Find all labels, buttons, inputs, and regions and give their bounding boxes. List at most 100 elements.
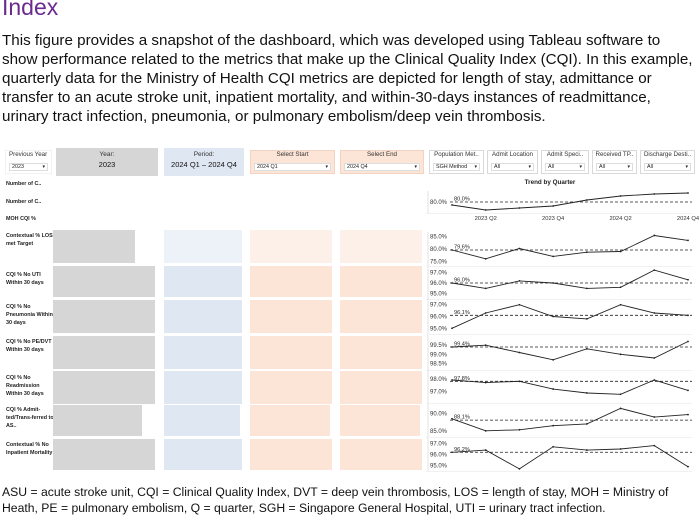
- bar-year-asu: [53, 405, 142, 436]
- page-title: Index: [2, 0, 59, 20]
- admit-specialty-filter[interactable]: Admit Speci.. All ▾: [541, 150, 589, 174]
- series-line-moh: [451, 192, 689, 211]
- y-tick-label-asu: 85.0%: [430, 429, 448, 435]
- y-tick-label-pneu: 96.0%: [430, 315, 448, 321]
- series-point-pneu: [619, 303, 622, 306]
- bar-year-readm: [53, 371, 155, 404]
- series-point-readm: [585, 392, 588, 394]
- population-value: SGH Method: [436, 164, 468, 170]
- chevron-down-icon: ▾: [42, 164, 45, 170]
- select-end-select[interactable]: 2024 Q4 ▾: [344, 163, 420, 171]
- select-start-select[interactable]: 2024 Q1 ▾: [254, 163, 331, 171]
- x-tick-label: 2023 Q2: [475, 216, 497, 222]
- select-end-filter[interactable]: Select End 2024 Q4 ▾: [340, 150, 424, 174]
- series-point-mort: [687, 465, 689, 468]
- series-point-moh: [518, 207, 521, 209]
- series-point-moh: [484, 209, 487, 211]
- admit-location-label: Admit Location: [492, 151, 533, 158]
- bar-end-asu: [340, 405, 420, 436]
- series-point-asu: [451, 417, 453, 420]
- series-point-readm: [653, 379, 656, 381]
- series-point-uti: [451, 282, 453, 284]
- series-point-uti: [619, 286, 622, 289]
- admit-specialty-label: Admit Speci..: [546, 151, 584, 158]
- select-start-label: Select Start: [276, 151, 309, 158]
- select-end-label: Select End: [367, 151, 397, 158]
- y-tick-label-readm: 97.0%: [430, 390, 448, 396]
- previous-year-select[interactable]: 2023 ▾: [9, 163, 48, 171]
- series-point-pneu: [484, 312, 487, 314]
- reference-label-los: 79.6%: [454, 244, 470, 250]
- bar-period-asu: [164, 405, 240, 436]
- series-point-asu: [687, 413, 689, 416]
- y-tick-label-pneu: 95.0%: [430, 326, 448, 332]
- series-point-moh: [585, 199, 588, 201]
- population-select[interactable]: SGH Method ▾: [433, 163, 480, 171]
- series-point-uti: [585, 287, 588, 290]
- previous-year-filter[interactable]: Previous Year 2023 ▾: [5, 150, 52, 174]
- series-line-los: [451, 235, 689, 260]
- received-tp-select[interactable]: All ▾: [596, 163, 633, 171]
- select-start-filter[interactable]: Select Start 2024 Q1 ▾: [250, 150, 335, 174]
- series-line-mort: [451, 445, 689, 470]
- series-point-pe: [451, 346, 453, 348]
- bar-period-readm: [164, 371, 242, 404]
- series-point-asu: [484, 429, 487, 432]
- chevron-down-icon: ▾: [685, 164, 688, 170]
- bar-year-uti: [53, 266, 155, 297]
- chevron-down-icon: ▾: [474, 164, 477, 170]
- x-tick-label: 2024 Q2: [609, 216, 631, 222]
- admit-location-select[interactable]: All ▾: [491, 163, 534, 171]
- received-tp-filter[interactable]: Received TP.. All ▾: [592, 150, 637, 174]
- y-tick-label-readm: 98.0%: [430, 377, 448, 383]
- y-tick-label-pe: 99.0%: [430, 352, 448, 358]
- bar-period-pneu: [164, 300, 242, 333]
- series-point-pe: [653, 357, 656, 359]
- discharge-dest-label: Discharge Desti..: [643, 151, 692, 158]
- series-line-asu: [451, 407, 689, 432]
- row-label-los: Contextual % LOS met Target: [6, 233, 53, 248]
- bar-end-pe: [340, 336, 422, 369]
- y-tick-label-mort: 97.0%: [430, 441, 448, 447]
- period-value: 2024 Q1 – 2024 Q4: [171, 160, 237, 169]
- y-tick-label-uti: 96.0%: [430, 281, 448, 287]
- series-line-pneu: [451, 304, 689, 329]
- select-start-value: 2024 Q1: [257, 164, 278, 170]
- series-point-los: [585, 251, 588, 254]
- select-end-value: 2024 Q4: [347, 164, 368, 170]
- series-point-mort: [552, 445, 555, 448]
- y-tick-label-pe: 99.5%: [430, 343, 448, 349]
- admit-location-value: All: [494, 164, 500, 170]
- population-label: Population Met..: [434, 151, 479, 158]
- received-tp-value: All: [599, 164, 605, 170]
- reference-label-uti: 96.0%: [454, 278, 470, 284]
- series-point-asu: [619, 407, 622, 410]
- discharge-dest-select[interactable]: All ▾: [644, 163, 691, 171]
- series-point-pneu: [552, 315, 555, 318]
- series-point-asu: [518, 428, 521, 431]
- y-tick-label-uti: 97.0%: [430, 270, 448, 276]
- intro-paragraph: This figure provides a snapshot of the d…: [2, 32, 693, 125]
- series-point-asu: [585, 423, 588, 425]
- series-point-mort: [484, 449, 487, 451]
- y-tick-label-asu: 90.0%: [430, 412, 448, 418]
- y-tick-label-mort: 95.0%: [430, 464, 448, 470]
- x-tick-label: 2023 Q4: [542, 216, 565, 222]
- chart-title: Trend by Quarter: [524, 179, 576, 186]
- series-point-uti: [552, 282, 555, 284]
- chevron-down-icon: ▾: [414, 164, 417, 170]
- year-display: Year: 2023: [56, 148, 158, 176]
- y-tick-label-los: 75.0%: [430, 259, 448, 265]
- discharge-dest-filter[interactable]: Discharge Desti.. All ▾: [640, 150, 695, 174]
- series-point-mort: [585, 449, 588, 451]
- series-point-uti: [653, 269, 656, 272]
- admit-specialty-select[interactable]: All ▾: [545, 163, 585, 171]
- admit-location-filter[interactable]: Admit Location All ▾: [487, 150, 538, 174]
- row-label-number-1: Number of C..: [6, 181, 42, 187]
- bar-los-panel-1: [250, 230, 332, 263]
- year-label: Year:: [99, 151, 115, 158]
- population-filter[interactable]: Population Met.. SGH Method ▾: [429, 150, 484, 174]
- bar-year-pe: [53, 336, 155, 369]
- bar-period-pe: [164, 336, 242, 369]
- series-point-los: [687, 239, 689, 242]
